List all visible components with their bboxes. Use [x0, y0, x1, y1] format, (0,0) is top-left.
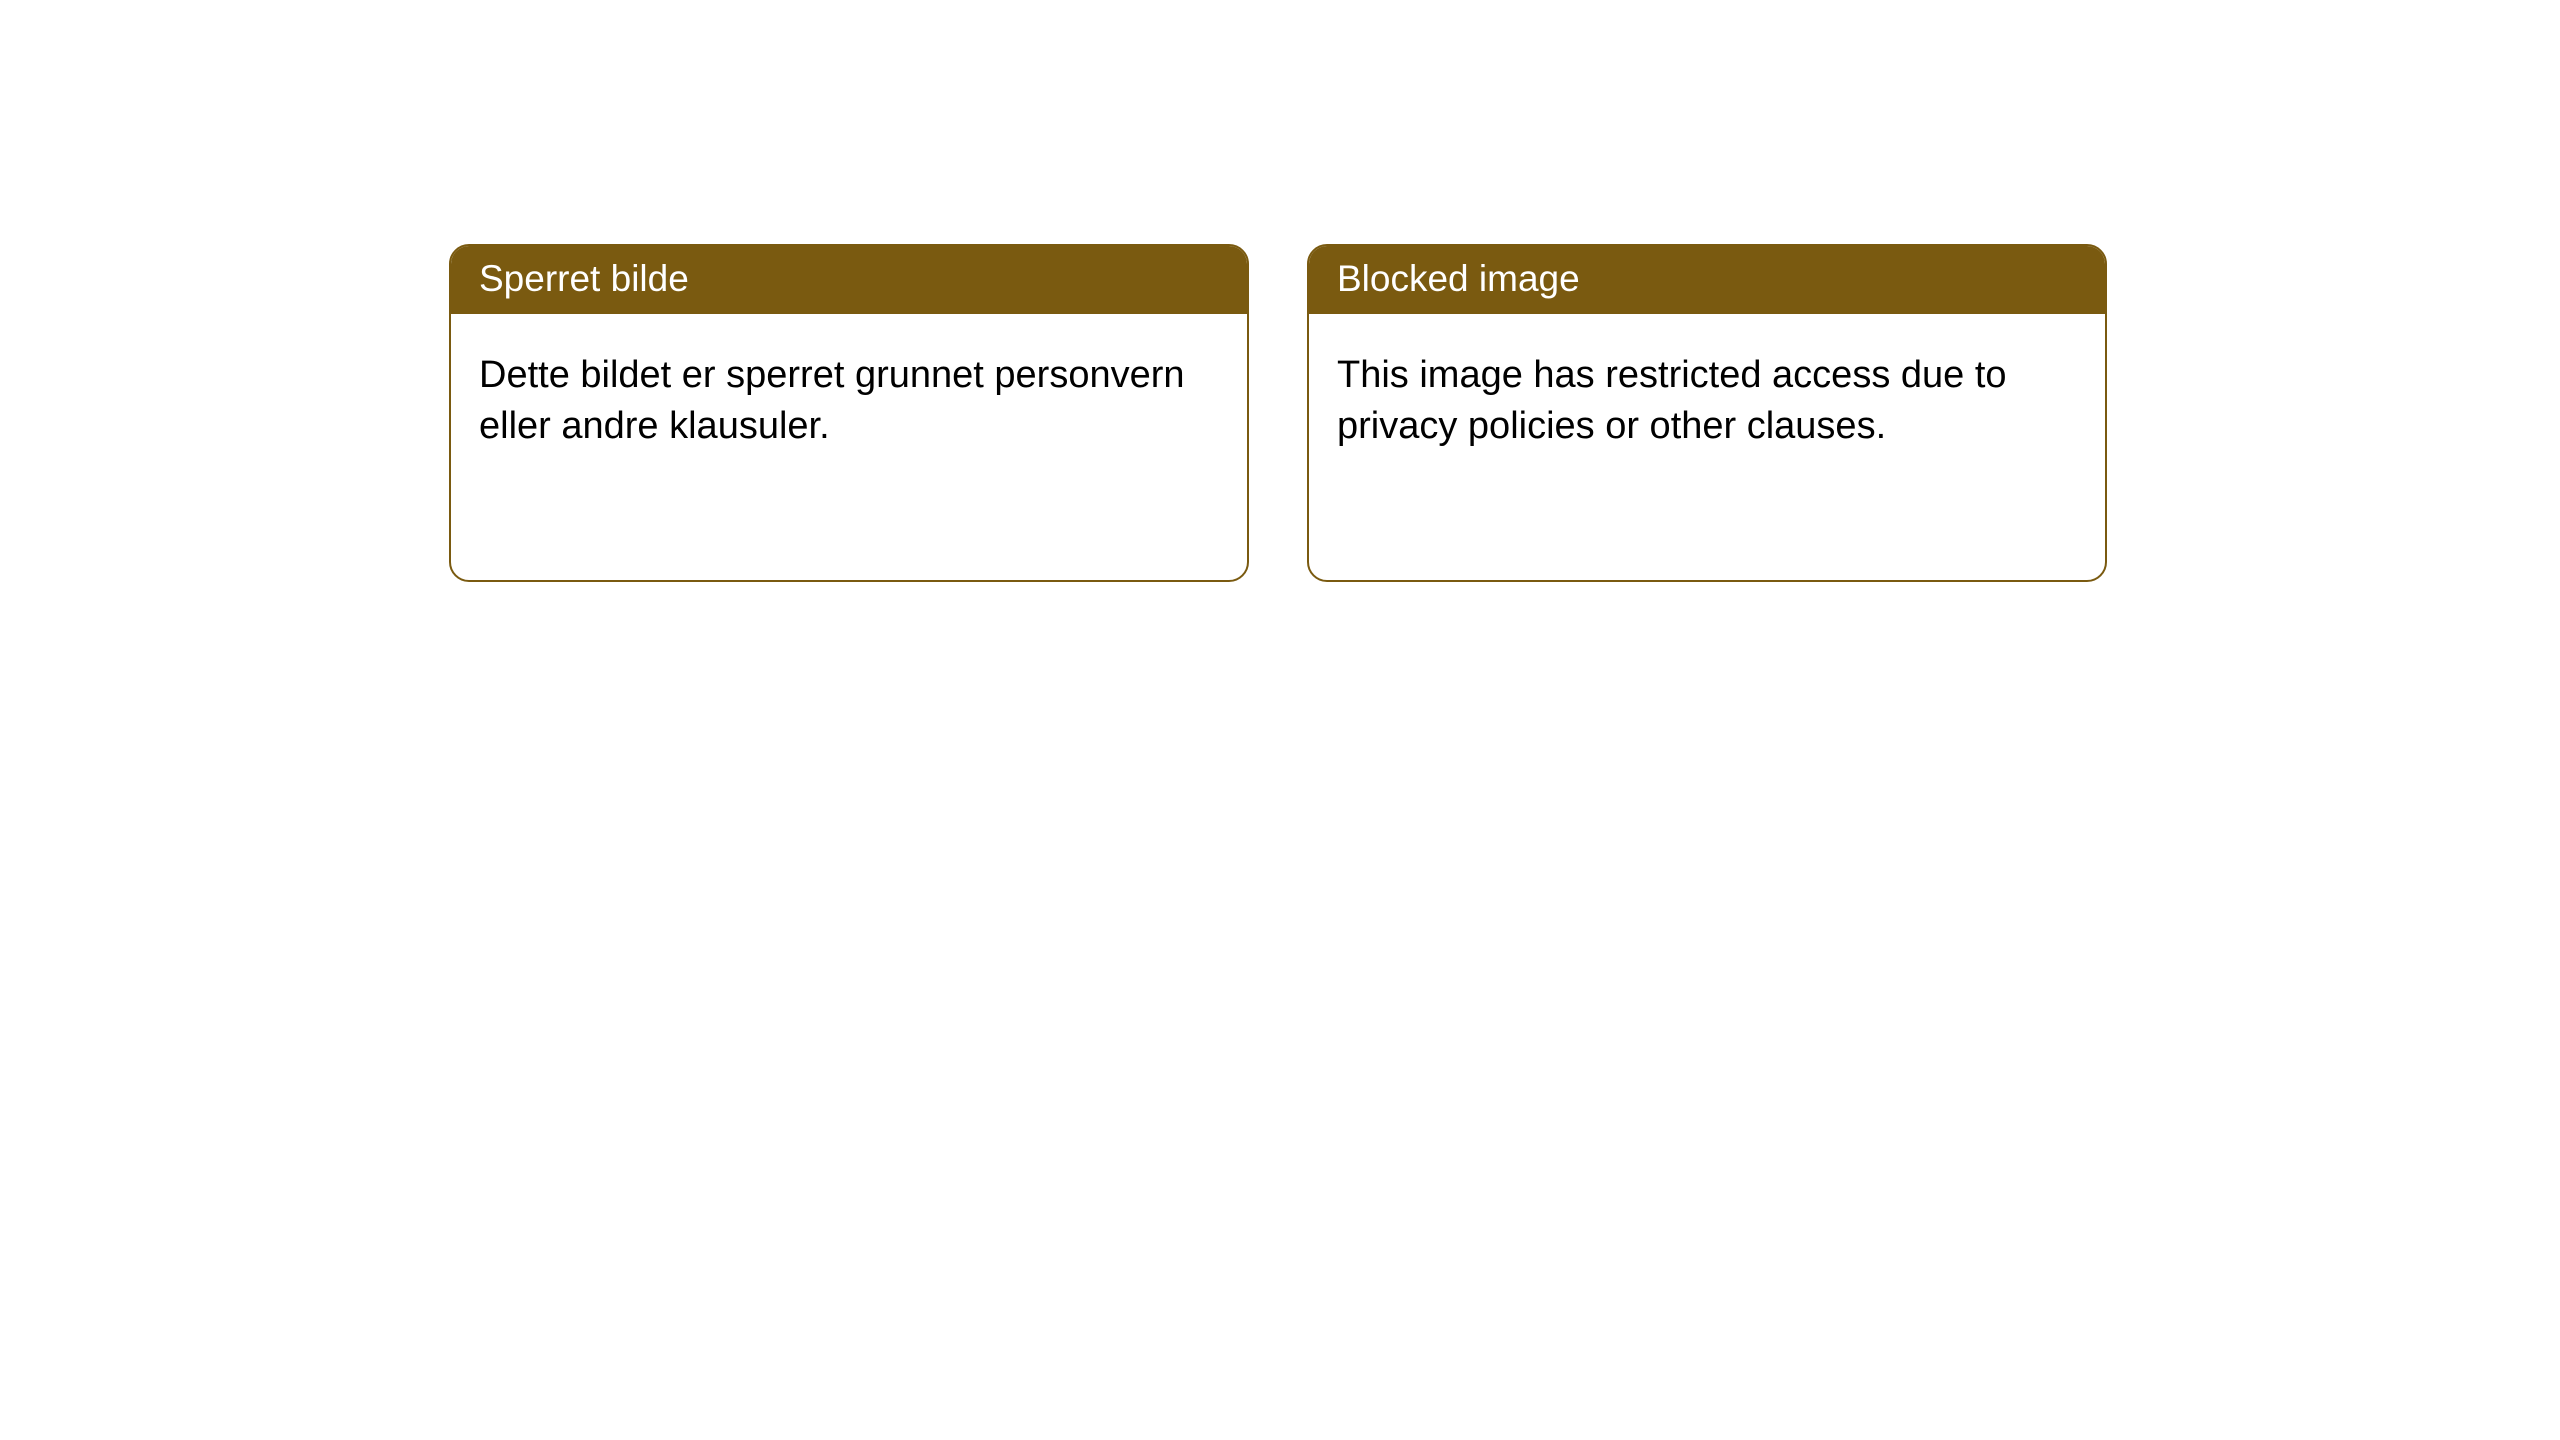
- notice-cards-container: Sperret bilde Dette bildet er sperret gr…: [449, 244, 2107, 582]
- card-body: Dette bildet er sperret grunnet personve…: [451, 314, 1247, 481]
- card-body: This image has restricted access due to …: [1309, 314, 2105, 481]
- card-header: Sperret bilde: [451, 246, 1247, 314]
- card-header: Blocked image: [1309, 246, 2105, 314]
- notice-card-english: Blocked image This image has restricted …: [1307, 244, 2107, 582]
- notice-card-norwegian: Sperret bilde Dette bildet er sperret gr…: [449, 244, 1249, 582]
